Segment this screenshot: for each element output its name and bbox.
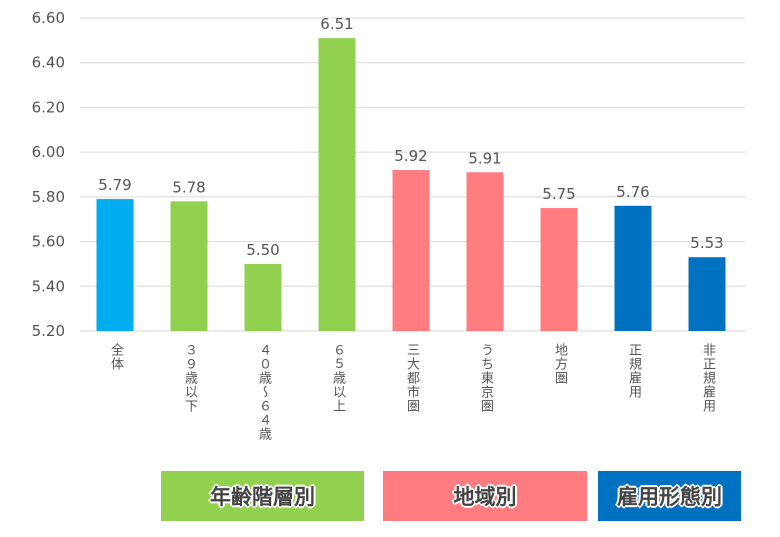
data-label: 5.76 (616, 183, 649, 201)
x-tick-label: ６５歳以上 (330, 343, 345, 413)
x-tick-label: 非正規雇用 (700, 343, 715, 413)
y-tick-label: 6.60 (32, 9, 65, 27)
x-tick-label: ４０歳～６４歳 (256, 343, 271, 441)
y-tick-label: 6.20 (32, 98, 65, 116)
group-label-region: 地域別 (383, 471, 587, 521)
x-tick-label: 三大都市圏 (404, 343, 419, 413)
bar (392, 170, 430, 331)
data-label: 5.78 (172, 178, 205, 196)
y-tick-label: 6.40 (32, 54, 65, 72)
data-label: 5.91 (468, 149, 501, 167)
y-tick-label: 6.00 (32, 143, 65, 161)
x-tick-label: 正規雇用 (626, 343, 641, 399)
data-label: 5.53 (690, 234, 723, 252)
bar (540, 208, 578, 331)
bar (614, 205, 652, 331)
bar (170, 201, 208, 331)
bar (318, 38, 356, 331)
y-tick-label: 5.20 (32, 322, 65, 340)
x-tick-label: ３９歳以下 (182, 343, 197, 413)
data-label: 5.75 (542, 185, 575, 203)
group-label-age: 年齢階層別 (161, 471, 364, 521)
bar (466, 172, 504, 331)
data-label: 5.92 (394, 147, 427, 165)
x-tick-label: うち東京圏 (478, 343, 493, 413)
x-tick-label: 全体 (108, 343, 123, 371)
data-label: 6.51 (320, 15, 353, 33)
y-tick-label: 5.40 (32, 277, 65, 295)
data-label: 5.79 (98, 176, 131, 194)
y-tick-label: 5.60 (32, 233, 65, 251)
group-label-employment: 雇用形態別 (598, 471, 741, 521)
x-tick-label: 地方圏 (552, 343, 567, 385)
data-label: 5.50 (246, 241, 279, 259)
y-tick-label: 5.80 (32, 188, 65, 206)
bar (244, 263, 282, 331)
bar (688, 257, 726, 331)
bar (96, 199, 134, 331)
